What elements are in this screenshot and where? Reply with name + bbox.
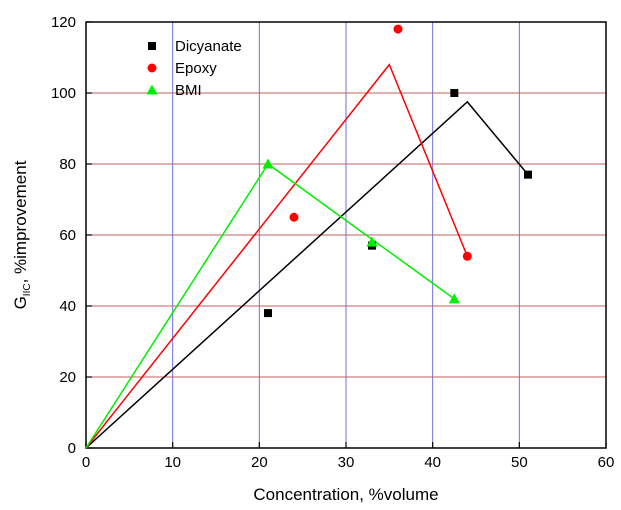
data-markers xyxy=(262,24,532,318)
legend-label-dicyanate: Dicyanate xyxy=(175,38,242,55)
legend-label-bmi: BMI xyxy=(175,82,202,99)
x-tick-label-20: 20 xyxy=(251,454,268,471)
data-point-bmi-2 xyxy=(448,293,460,304)
data-point-bmi-1 xyxy=(366,236,378,247)
fit-line-dicyanate xyxy=(85,100,529,449)
x-tick-label-30: 30 xyxy=(338,454,355,471)
data-point-epoxy-2 xyxy=(462,251,472,261)
legend: Dicyanate Epoxy BMI xyxy=(146,38,242,99)
x-tick-label-0: 0 xyxy=(82,454,90,471)
y-tick-label-80: 80 xyxy=(59,156,76,173)
y-axis-title-suffix: , %improvement xyxy=(11,160,30,283)
grid-lines xyxy=(86,22,606,448)
fit-lines xyxy=(85,63,529,449)
y-axis-title: GIIC, %improvement xyxy=(11,160,33,309)
data-point-epoxy-1 xyxy=(393,24,403,34)
x-tick-label-40: 40 xyxy=(424,454,441,471)
y-tick-label-120: 120 xyxy=(51,14,76,31)
legend-marker-dicyanate xyxy=(148,42,156,50)
axis-ticks: 0 10 20 30 40 50 60 0 20 40 60 80 100 120 xyxy=(51,14,614,471)
y-tick-label-0: 0 xyxy=(68,440,76,457)
legend-label-epoxy: Epoxy xyxy=(175,60,217,77)
x-tick-label-10: 10 xyxy=(164,454,181,471)
y-axis-title-prefix: G xyxy=(11,296,30,309)
y-tick-label-20: 20 xyxy=(59,369,76,386)
x-axis-title: Concentration, %volume xyxy=(253,485,438,504)
data-point-epoxy-0 xyxy=(289,212,299,222)
y-tick-label-60: 60 xyxy=(59,227,76,244)
y-axis-title-subscript: IIC xyxy=(22,283,33,296)
legend-marker-bmi xyxy=(146,84,158,95)
y-tick-label-40: 40 xyxy=(59,298,76,315)
data-point-dicyanate-2 xyxy=(450,89,459,97)
y-tick-label-100: 100 xyxy=(51,85,76,102)
fit-line-epoxy xyxy=(85,63,469,449)
data-point-dicyanate-0 xyxy=(264,309,272,318)
x-tick-label-50: 50 xyxy=(511,454,528,471)
data-point-dicyanate-3 xyxy=(524,170,532,179)
x-tick-label-60: 60 xyxy=(598,454,615,471)
data-point-bmi-0 xyxy=(262,158,274,169)
legend-marker-epoxy xyxy=(147,63,157,73)
